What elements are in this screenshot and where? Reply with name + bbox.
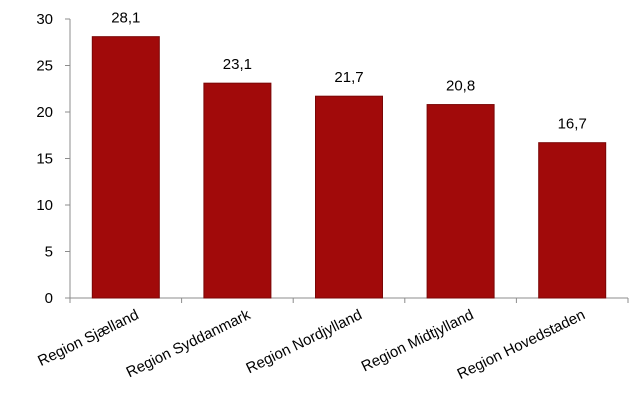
bar [203,82,272,299]
y-tick-label: 5 [45,244,53,261]
category-label: Region Syddanmark [124,306,254,381]
x-axis [69,297,629,303]
y-axis: 0 5 10 15 20 25 30 [36,11,71,307]
category-label: Region Nordjylland [243,306,364,377]
data-label: 16,7 [558,116,587,133]
category-label: Region Sjælland [35,306,141,370]
bar [426,104,495,299]
data-label: 28,1 [111,10,140,27]
y-tick-label: 25 [36,58,53,75]
y-tick-label: 20 [36,104,53,121]
y-tick-label: 0 [45,290,53,307]
data-label: 20,8 [446,78,475,95]
y-tick-label: 15 [36,151,53,168]
data-labels: 28,1 23,1 21,7 20,8 16,7 [111,10,587,133]
category-label: Region Hovedstaden [455,306,588,383]
y-tick-label: 10 [36,197,53,214]
data-label: 21,7 [334,69,363,86]
bars [91,36,607,299]
bar [91,36,160,299]
data-label: 23,1 [223,56,252,73]
bar [538,142,607,299]
y-tick-label: 30 [36,11,53,28]
bar [315,95,383,299]
